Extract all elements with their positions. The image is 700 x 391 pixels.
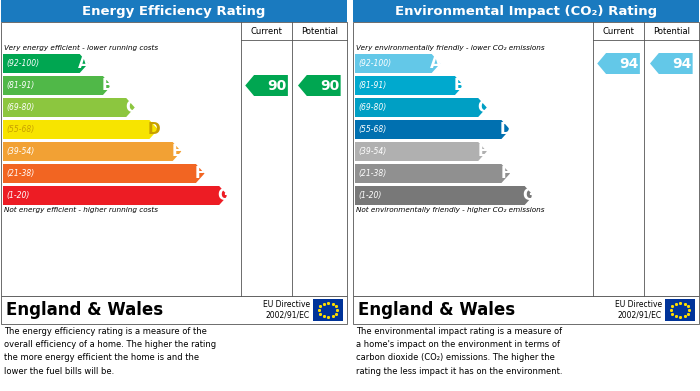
Text: 90: 90	[267, 79, 287, 93]
Text: EU Directive
2002/91/EC: EU Directive 2002/91/EC	[615, 300, 662, 320]
Polygon shape	[3, 142, 181, 161]
Text: A: A	[78, 56, 90, 71]
Text: Potential: Potential	[653, 27, 690, 36]
Text: (69-80): (69-80)	[358, 103, 386, 112]
Polygon shape	[3, 164, 204, 183]
Text: 94: 94	[620, 57, 639, 70]
Text: England & Wales: England & Wales	[6, 301, 163, 319]
Polygon shape	[355, 76, 463, 95]
Text: EU Directive
2002/91/EC: EU Directive 2002/91/EC	[263, 300, 310, 320]
Text: Current: Current	[603, 27, 634, 36]
Text: (55-68): (55-68)	[6, 125, 34, 134]
Bar	[1, 0, 347, 22]
Polygon shape	[650, 53, 692, 74]
Text: 90: 90	[321, 79, 340, 93]
Text: G: G	[523, 188, 536, 203]
Polygon shape	[3, 54, 88, 73]
Text: Potential: Potential	[301, 27, 338, 36]
Polygon shape	[597, 53, 640, 74]
Text: F: F	[195, 166, 205, 181]
Text: F: F	[500, 166, 511, 181]
Text: The energy efficiency rating is a measure of the
overall efficiency of a home. T: The energy efficiency rating is a measur…	[4, 327, 216, 376]
Text: D: D	[148, 122, 160, 137]
Text: E: E	[477, 144, 488, 159]
Bar	[1, 296, 347, 324]
Polygon shape	[355, 120, 510, 139]
Text: (81-91): (81-91)	[358, 81, 386, 90]
Bar	[1, 22, 347, 296]
Text: (21-38): (21-38)	[6, 169, 34, 178]
Bar	[353, 0, 699, 22]
Text: Very environmentally friendly - lower CO₂ emissions: Very environmentally friendly - lower CO…	[356, 45, 545, 51]
Polygon shape	[355, 186, 533, 205]
Text: (81-91): (81-91)	[6, 81, 34, 90]
Text: (69-80): (69-80)	[6, 103, 34, 112]
Text: Very energy efficient - lower running costs: Very energy efficient - lower running co…	[4, 45, 158, 51]
Text: (21-38): (21-38)	[358, 169, 386, 178]
Polygon shape	[355, 54, 440, 73]
Polygon shape	[3, 98, 135, 117]
Text: B: B	[454, 78, 465, 93]
Text: C: C	[477, 100, 488, 115]
Text: C: C	[125, 100, 136, 115]
Text: G: G	[217, 188, 230, 203]
Polygon shape	[3, 120, 158, 139]
Polygon shape	[3, 186, 228, 205]
Bar	[665, 299, 695, 321]
Text: E: E	[172, 144, 182, 159]
Text: (55-68): (55-68)	[358, 125, 386, 134]
Polygon shape	[245, 75, 288, 96]
Text: B: B	[102, 78, 113, 93]
Text: (92-100): (92-100)	[6, 59, 39, 68]
Text: Current: Current	[251, 27, 283, 36]
Text: Energy Efficiency Rating: Energy Efficiency Rating	[83, 5, 266, 18]
Text: 94: 94	[672, 57, 692, 70]
Text: (92-100): (92-100)	[358, 59, 391, 68]
Text: Not energy efficient - higher running costs: Not energy efficient - higher running co…	[4, 207, 158, 213]
Polygon shape	[355, 142, 486, 161]
Polygon shape	[355, 98, 486, 117]
Text: Not environmentally friendly - higher CO₂ emissions: Not environmentally friendly - higher CO…	[356, 207, 545, 213]
Text: D: D	[499, 122, 512, 137]
Text: A: A	[430, 56, 442, 71]
Text: (1-20): (1-20)	[6, 191, 29, 200]
Polygon shape	[3, 76, 111, 95]
Text: The environmental impact rating is a measure of
a home's impact on the environme: The environmental impact rating is a mea…	[356, 327, 563, 376]
Text: England & Wales: England & Wales	[358, 301, 515, 319]
Bar	[353, 22, 699, 296]
Text: (39-54): (39-54)	[6, 147, 34, 156]
Polygon shape	[298, 75, 341, 96]
Text: Environmental Impact (CO₂) Rating: Environmental Impact (CO₂) Rating	[395, 5, 657, 18]
Bar	[313, 299, 343, 321]
Text: (1-20): (1-20)	[358, 191, 382, 200]
Polygon shape	[355, 164, 510, 183]
Text: (39-54): (39-54)	[358, 147, 386, 156]
Bar	[353, 296, 699, 324]
